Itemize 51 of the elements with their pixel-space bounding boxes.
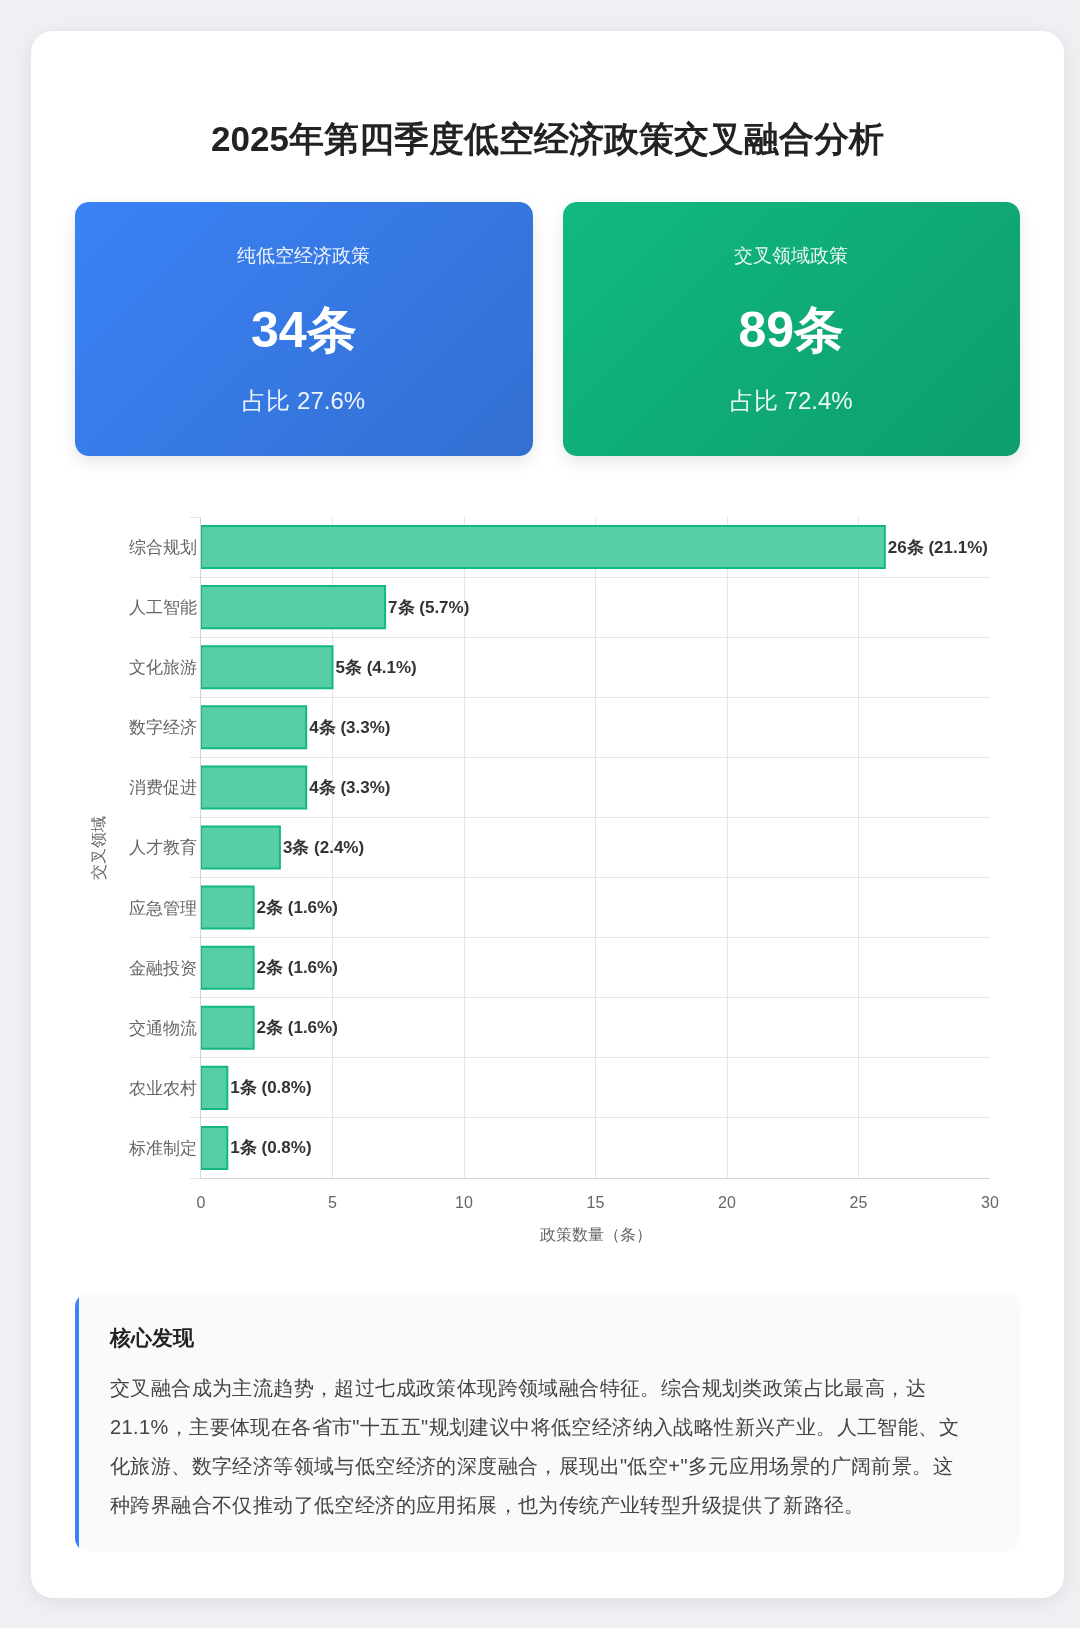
data-label: 26条 (21.1%)	[887, 537, 988, 557]
bar	[201, 885, 255, 930]
bar	[201, 825, 281, 870]
text: 2025年第四季度低空经济政策交叉融合分析	[210, 118, 885, 160]
data-label: 4条 (3.3%)	[309, 717, 391, 737]
text: 纯低空经济政策	[236, 244, 372, 268]
text: 89条	[737, 301, 846, 360]
y-tick-label: 综合规划	[128, 538, 197, 557]
y-axis-title: 交叉领域	[90, 815, 108, 880]
data-label: 1条 (0.8%)	[230, 1078, 312, 1098]
y-tick-label: 农业农村	[128, 1078, 197, 1098]
bar	[201, 705, 308, 750]
text: 占比 27.6%	[241, 386, 367, 416]
x-tick-label: 10	[455, 1194, 473, 1212]
y-tick-label: 应急管理	[128, 898, 197, 918]
data-label: 7条 (5.7%)	[388, 597, 470, 617]
y-tick-label: 交通物流	[128, 1018, 197, 1038]
x-tick-label: 5	[328, 1194, 338, 1212]
x-axis-title: 政策数量（条）	[539, 1225, 652, 1243]
bar	[201, 1125, 229, 1170]
y-tick-label: 数字经济	[128, 718, 197, 738]
y-tick-label: 文化旅游	[128, 658, 197, 678]
data-label: 1条 (0.8%)	[230, 1138, 312, 1158]
text: 交叉领域政策	[733, 244, 850, 268]
y-tick-label: 消费促进	[128, 778, 197, 798]
bar	[201, 585, 387, 630]
x-tick-label: 30	[981, 1194, 999, 1212]
data-label: 4条 (3.3%)	[309, 777, 391, 797]
y-tick-label: 人工智能	[128, 598, 197, 618]
data-label: 2条 (1.6%)	[256, 958, 338, 978]
y-tick-label: 标准制定	[127, 1138, 197, 1158]
data-label: 5条 (4.1%)	[335, 657, 417, 677]
bar	[201, 945, 255, 990]
x-tick-label: 15	[586, 1194, 605, 1212]
bar	[201, 1065, 229, 1110]
x-tick-label: 0	[196, 1194, 206, 1212]
y-tick-label: 人才教育	[128, 838, 197, 858]
bar	[201, 525, 886, 570]
bar	[201, 765, 308, 810]
text: 交叉融合成为主流趋势，超过七成政策体现跨领域融合特征。综合规划类政策占比最高，达21.1%，主要体现在各省市"十五五"规划建议中将低空经济纳入战略性新兴产业。人工智能、文化旅游、数字经济等领域与低空经济的深度融合，展现出"低空+"多元应用场景的广阔前景。这种跨界融合不仅推动了低空经济的应用拓展，也为传统产业转型升级提供了新路径。	[110, 1376, 960, 1518]
bar	[201, 645, 334, 690]
x-tick-label: 25	[849, 1194, 868, 1212]
x-tick-label: 20	[718, 1194, 736, 1212]
text: 核心发现	[110, 1325, 195, 1351]
data-label: 3条 (2.4%)	[282, 838, 365, 857]
data-label: 2条 (1.6%)	[256, 1018, 338, 1038]
y-tick-label: 金融投资	[128, 958, 197, 978]
text: 占比 72.4%	[728, 386, 854, 416]
bar	[201, 1005, 255, 1050]
data-label: 2条 (1.6%)	[256, 898, 338, 918]
text: 34条	[249, 301, 358, 360]
